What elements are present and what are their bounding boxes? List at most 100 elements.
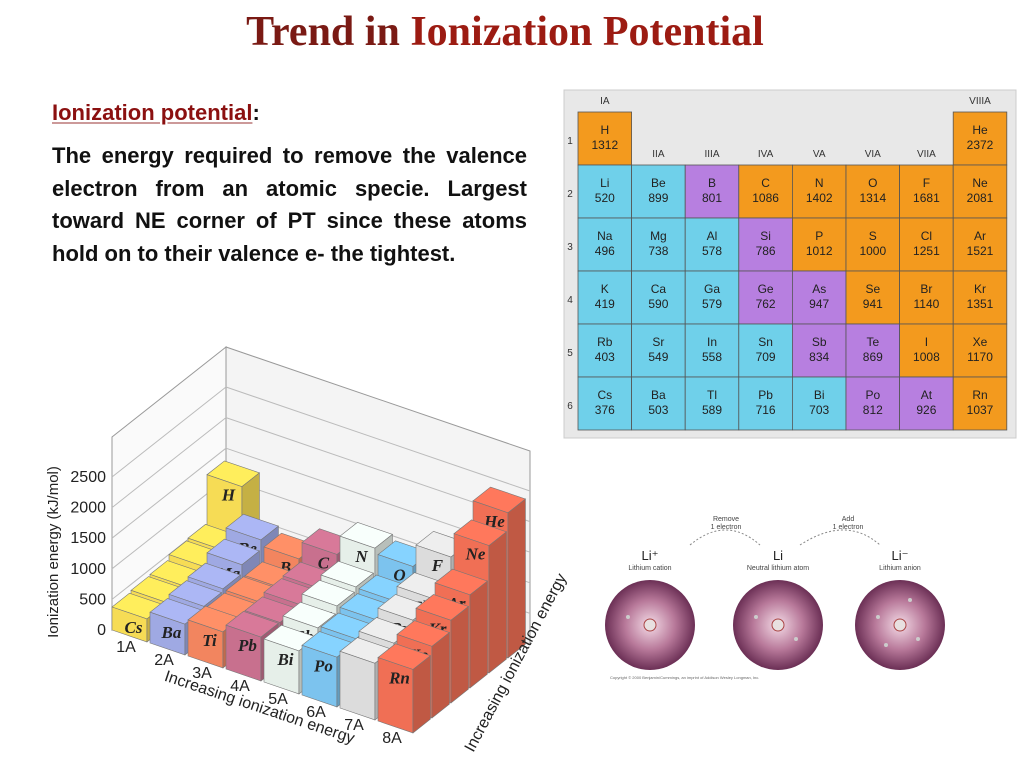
electron [794,637,798,641]
element-value: 1170 [967,350,993,364]
element-symbol: Si [760,229,771,243]
period-label: 2 [567,189,573,200]
element-cell [577,323,632,378]
element-value: 926 [916,403,936,417]
y-tick-label: 2000 [70,500,106,517]
element-symbol: Bi [814,388,825,402]
element-value: 1000 [859,244,886,258]
group-label: 3A [192,665,212,682]
group-label: IVA [758,149,774,160]
block-side [507,498,526,659]
element-value: 376 [595,403,615,417]
element-symbol: H [600,123,609,137]
element-value: 1314 [859,191,886,205]
y-tick-label: 500 [79,591,106,608]
element-cell [738,376,793,431]
element-symbol: Li [600,176,609,190]
element-symbol: Na [597,229,613,243]
element-symbol: Ge [758,282,774,296]
element-value: 403 [595,350,615,364]
block-side [431,631,450,719]
element-cell [792,323,847,378]
element-value: 2081 [967,191,994,205]
element-value: 503 [648,403,668,417]
copyright: Copyright © 2000 Benjamin/Cummings, an i… [610,675,759,680]
y-tick-label: 1000 [70,561,106,578]
element-value: 801 [702,191,722,205]
element-cell [684,164,740,219]
element-value: 762 [756,297,776,311]
group-label: 2A [154,652,174,669]
element-symbol: Ba [651,388,666,402]
element-symbol: Ca [651,282,667,296]
group-label: 8A [382,730,402,747]
element-symbol: Se [865,282,880,296]
y-axis-label: Ionization energy (kJ/mol) [45,466,62,638]
element-value: 1681 [913,191,940,205]
element-value: 1086 [752,191,779,205]
element-value: 1402 [806,191,833,205]
group-label: VA [813,149,826,160]
element-cell [577,111,632,166]
element-symbol: Te [866,335,879,349]
element-symbol: Kr [974,282,986,296]
grid-line [225,386,531,492]
element-label: Ba [161,623,182,642]
element-label: H [221,486,236,505]
element-value: 1312 [591,138,618,152]
element-label: Bi [276,650,293,669]
element-cell [952,323,1008,378]
term: Ionization potential [52,100,253,125]
element-symbol: As [812,282,826,296]
title-lead: Trend in [246,9,400,55]
element-label: Pb [237,636,257,655]
block-side [469,580,488,689]
group-label: VIA [865,149,881,160]
block-side [412,655,431,734]
remove-label: 1 electron [711,524,742,531]
element-cell [631,270,686,325]
element-value: 709 [756,350,776,364]
element-symbol: Ga [704,282,720,296]
element-value: 419 [595,297,615,311]
element-cell [952,164,1008,219]
element-symbol: N [815,176,824,190]
element-cell [845,270,900,325]
element-value: 786 [756,244,776,258]
nucleus [893,618,907,632]
slide-title: Trend in Ionization Potential [0,8,1010,56]
element-symbol: Al [707,229,718,243]
remove-label: Remove [713,516,739,523]
element-value: 716 [756,403,776,417]
element-cell [577,376,632,431]
element-value: 1037 [967,403,994,417]
element-value: 899 [648,191,668,205]
element-label: N [354,547,368,566]
arrow [799,529,881,546]
element-value: 558 [702,350,722,364]
term-line: Ionization potential: [52,100,527,126]
element-cell [792,217,847,272]
grid-line [111,417,227,508]
element-value: 549 [648,350,668,364]
element-symbol: Mg [650,229,667,243]
group-label: 4A [230,678,250,695]
element-symbol: Rb [597,335,613,349]
element-cell [738,323,793,378]
nucleus [771,618,785,632]
element-cell [899,217,954,272]
nucleus [643,618,657,632]
definition-body: The energy required to remove the valenc… [52,143,527,266]
element-cell [952,270,1008,325]
element-symbol: Pb [758,388,773,402]
y-tick-label: 1500 [70,530,106,547]
element-value: 1351 [967,297,994,311]
element-value: 1008 [913,350,940,364]
electron [884,643,888,647]
title-main: Ionization Potential [410,9,764,55]
element-value: 2372 [967,138,994,152]
element-cell [952,111,1008,166]
element-value: 1521 [967,244,994,258]
group-label: IA [600,96,610,107]
